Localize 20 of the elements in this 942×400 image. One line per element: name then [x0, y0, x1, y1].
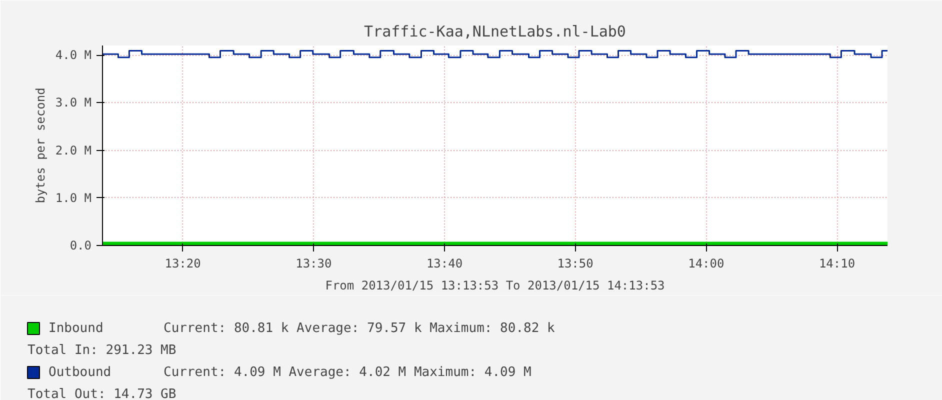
x-tick-label: 13:50: [557, 256, 594, 270]
y-axis-title: bytes per second: [33, 88, 48, 204]
y-tick-label: 4.0 M: [55, 48, 92, 62]
y-tick-label: 3.0 M: [55, 96, 92, 110]
text: Current: 4.09 M Average: 4.02 M Maximum: 4.09 M: [164, 365, 532, 380]
x-tick-label: 13:20: [164, 256, 201, 270]
text: Total In: 291.23 MB: [28, 343, 176, 358]
legend-label: Outbound: [48, 365, 112, 380]
x-tick-label: 14:10: [818, 256, 856, 270]
y-tick-label: 2.0 M: [55, 143, 92, 158]
legend-label: Inbound: [48, 321, 104, 336]
y-tick-label: 1.0 M: [55, 190, 92, 205]
chart-title: Traffic-Kaa,NLnetLabs.nl-Lab0: [364, 22, 626, 40]
x-tick-label: 13:30: [296, 256, 332, 270]
y-tick-label: 0.0: [70, 238, 92, 252]
x-tick-label: 14:00: [688, 256, 724, 270]
x-tick-label: 13:40: [426, 256, 463, 270]
text: Current: 80.81 k Average: 79.57 k Maximum: 80.82 k: [164, 321, 556, 336]
text: Total Out: 14.73 GB: [28, 387, 176, 400]
x-axis-title: From 2013/01/15 13:13:53 To 2013/01/15 14:13:53: [325, 278, 665, 292]
